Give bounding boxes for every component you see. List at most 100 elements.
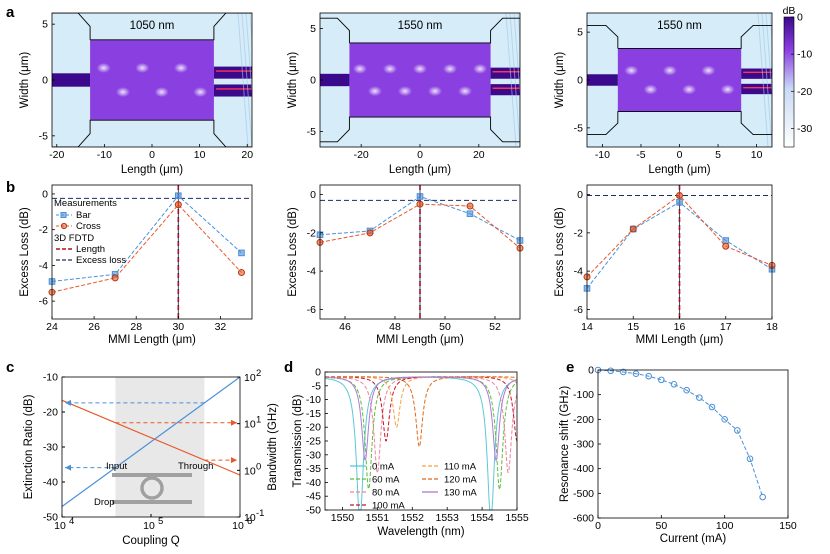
series-line-bar	[51, 194, 242, 282]
x-tick-label: 10	[751, 149, 763, 161]
y-tick-label: -5	[307, 126, 316, 138]
y-axis-label: Excess Loss (dB)	[287, 207, 299, 297]
y-tick-label: -200	[573, 414, 594, 426]
x-tick-exponent: 5	[158, 516, 163, 527]
x-tick-label: 17	[720, 321, 732, 333]
x-tick-label: 26	[88, 321, 100, 333]
legend-label: 110 mA	[444, 462, 477, 473]
x-axis-label: Length (μm)	[389, 164, 451, 176]
scatter-ripple	[237, 13, 249, 147]
port-drop-label: Drop	[94, 497, 115, 508]
y-axis-label: Width (μm)	[287, 52, 299, 109]
x-axis-label: MMI Length (μm)	[376, 334, 464, 346]
scatter-ripple	[241, 13, 252, 147]
arrow-icon	[65, 399, 71, 406]
input-waveguide-field	[587, 74, 618, 86]
x-tick-label: 0	[149, 149, 155, 161]
y-tick-label: -300	[573, 439, 594, 451]
y-tick-label: -6	[39, 296, 48, 308]
x-tick-exponent: 6	[247, 516, 252, 527]
data-point	[607, 367, 614, 375]
x-tick-label: -20	[49, 149, 64, 161]
colorbar-gradient	[783, 16, 795, 148]
device-outline-top	[587, 24, 772, 49]
scatter-ripple	[245, 13, 252, 101]
y2-tick-label: 10	[244, 372, 256, 384]
legend-label: 130 mA	[444, 488, 477, 499]
y-tick-label: -40	[43, 477, 58, 489]
x-tick-label: 0	[677, 149, 683, 161]
field-layer	[320, 13, 520, 147]
cross-marker	[676, 192, 683, 200]
x-tick-label: 32	[215, 321, 227, 333]
spectrum-line-0ma	[325, 376, 518, 511]
interference-spot	[458, 86, 473, 97]
device-outline-top	[320, 17, 520, 44]
bar-marker	[676, 198, 683, 206]
x-tick-label: 20	[241, 149, 253, 161]
field-layer	[587, 13, 772, 147]
x-tick-label: 24	[46, 321, 58, 333]
y2-tick-exponent: -1	[256, 508, 264, 519]
y-tick-label: -20	[306, 422, 321, 434]
scatter-ripple	[509, 13, 520, 147]
interference-spot	[443, 63, 458, 74]
y-tick-label: -4	[574, 266, 583, 278]
colorbar-tick-label: -30	[797, 123, 812, 135]
x-tick-label: 18	[766, 321, 778, 333]
mmi-field	[90, 39, 214, 121]
legend-bar-marker	[60, 212, 67, 218]
y-axis-label: Excess Loss (dB)	[19, 207, 31, 297]
data-point	[658, 376, 665, 384]
interference-spot	[352, 63, 367, 74]
interference-spot	[682, 84, 697, 95]
legend-label: 60 mA	[372, 475, 400, 486]
panel-letter-d: d	[284, 359, 293, 376]
y-axis-label: Width (μm)	[19, 52, 31, 109]
data-point	[708, 403, 716, 411]
interference-spot	[720, 84, 735, 95]
interference-spot	[624, 65, 639, 76]
x-tick-label: 50	[439, 321, 451, 333]
interference-spot	[174, 62, 189, 73]
mmi-field	[617, 48, 742, 112]
x-tick-label: 28	[130, 321, 142, 333]
interference-spot	[643, 84, 658, 95]
y-tick-label: -5	[574, 122, 583, 134]
device-outline-bottom	[587, 111, 772, 136]
x-tick-label: 10	[194, 149, 206, 161]
y2-tick-label: 10	[244, 512, 256, 524]
interference-spot	[367, 86, 382, 97]
x-tick-label: 50	[655, 520, 667, 532]
legend-length-label: Length	[76, 244, 105, 255]
y-tick-label: -2	[574, 227, 583, 239]
interference-spot	[382, 63, 397, 74]
data-point	[632, 370, 640, 378]
port-through-label: Through	[178, 461, 213, 472]
data-point	[734, 427, 741, 434]
excess-loss-b2: 46 48 50 52 0 -2 -4 -6 MMI Length (μm) Excess Los…	[287, 184, 524, 346]
field-layer	[52, 13, 252, 147]
y-axis-label: Width (μm)	[554, 52, 566, 109]
data-point	[670, 381, 678, 388]
x-axis-label: MMI Length (μm)	[108, 334, 196, 346]
x-tick-label: 1552	[401, 512, 425, 524]
panel-letter-a: a	[6, 4, 15, 21]
input-waveguide-field	[320, 73, 350, 87]
field-map-a2: 1550 nm -20 0 20 -5 0 5 Length (μm) Width (μm)	[287, 12, 521, 176]
field-title: 1550 nm	[398, 20, 443, 32]
scatter-ripple	[505, 13, 517, 147]
y-tick-label: -25	[306, 436, 321, 448]
x-tick-label: -20	[354, 149, 369, 161]
interference-spot	[473, 63, 488, 74]
interference-spot	[193, 87, 208, 98]
legend-cross-label: Cross	[76, 221, 101, 232]
y-tick-label: -500	[573, 488, 594, 500]
x-axis-label: MMI Length (μm)	[636, 334, 724, 346]
y-tick-label: 5	[310, 23, 316, 35]
y-tick-label: -10	[306, 394, 321, 406]
x-tick-label: 0	[417, 149, 423, 161]
legend-bar-label: Bar	[76, 210, 91, 221]
